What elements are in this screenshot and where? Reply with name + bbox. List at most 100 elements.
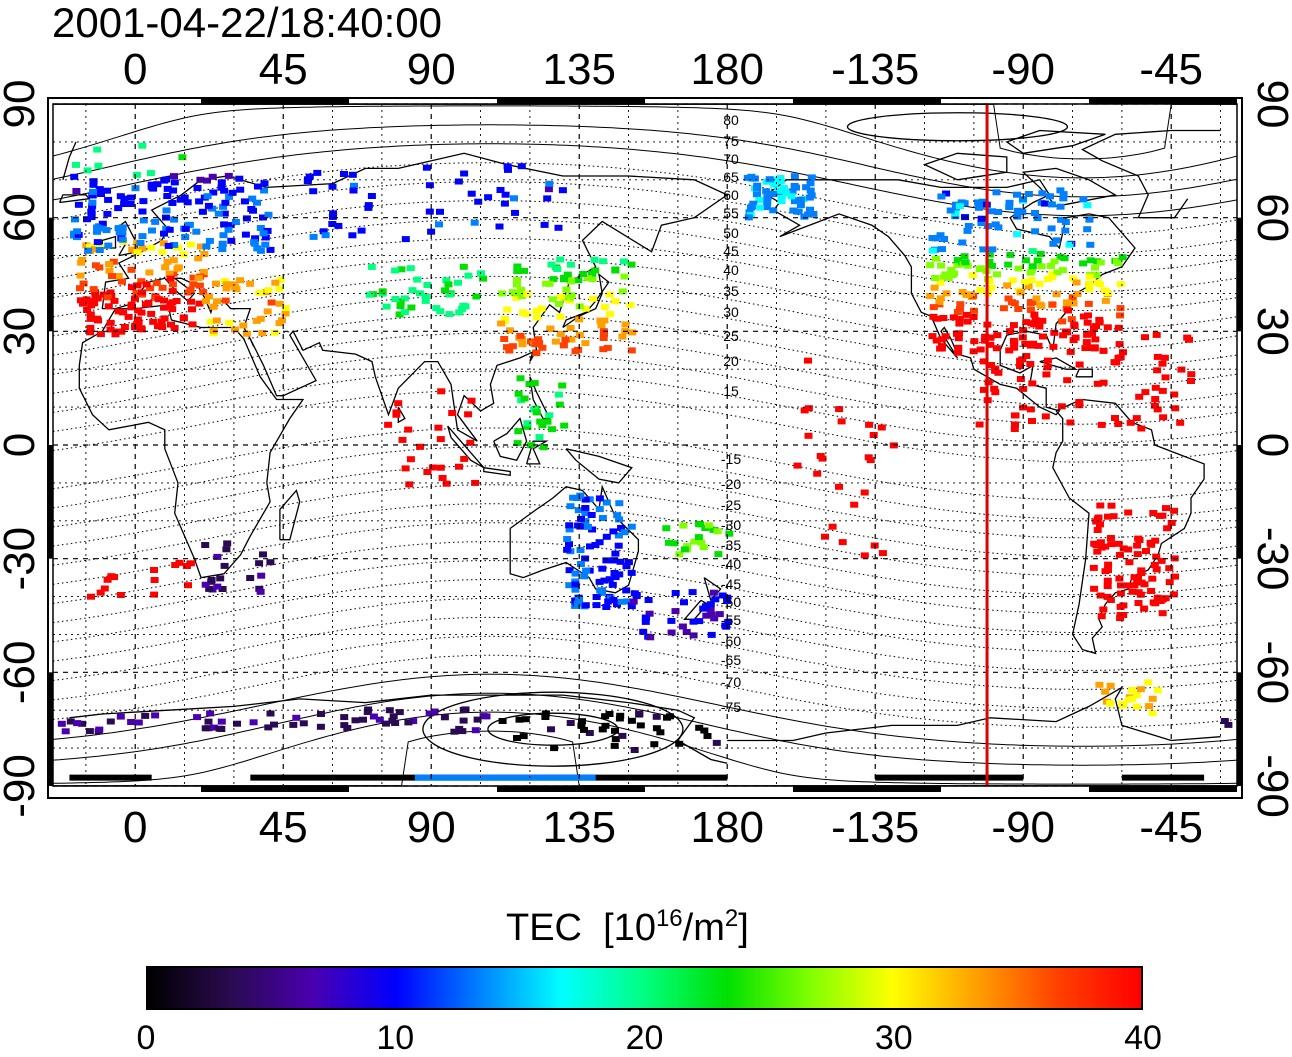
tec-cell bbox=[577, 722, 586, 729]
tec-cell bbox=[1049, 343, 1058, 350]
tec-cell bbox=[1133, 551, 1142, 558]
tec-cell bbox=[747, 204, 755, 211]
tec-cell bbox=[1064, 307, 1073, 314]
tec-cell bbox=[592, 594, 601, 600]
tec-cell bbox=[555, 401, 564, 408]
tec-cell bbox=[838, 539, 847, 546]
tec-cell bbox=[212, 280, 220, 287]
tec-cell bbox=[1084, 300, 1093, 307]
tec-cell bbox=[100, 585, 109, 592]
tec-cell bbox=[942, 290, 951, 297]
tec-cell bbox=[1127, 687, 1136, 693]
tec-cell bbox=[931, 275, 940, 281]
tec-cell bbox=[1124, 509, 1133, 516]
tec-cell bbox=[255, 560, 264, 567]
frame-band-top bbox=[793, 98, 941, 104]
tec-cell bbox=[413, 276, 422, 283]
tec-cell bbox=[222, 281, 231, 288]
tec-cell bbox=[423, 469, 432, 475]
tec-cell bbox=[1104, 513, 1112, 520]
tec-cell bbox=[556, 313, 565, 320]
tec-cell bbox=[763, 194, 772, 201]
tec-cell bbox=[1044, 276, 1052, 282]
tec-cell bbox=[1152, 553, 1161, 560]
tec-cell bbox=[979, 246, 988, 253]
tec-cell bbox=[1090, 324, 1098, 331]
tec-cell bbox=[1036, 301, 1045, 308]
tec-cell bbox=[558, 382, 567, 389]
tec-cell bbox=[95, 726, 104, 733]
tec-cell bbox=[178, 154, 187, 161]
tec-cell bbox=[1021, 279, 1029, 286]
tec-cell bbox=[869, 432, 878, 438]
tec-cell bbox=[240, 198, 249, 205]
tec-cell bbox=[93, 228, 101, 235]
tec-cell bbox=[821, 533, 829, 540]
tec-cell bbox=[939, 315, 948, 321]
tec-cell bbox=[83, 216, 91, 223]
tec-cell bbox=[1158, 387, 1167, 394]
tec-cell bbox=[513, 440, 522, 447]
tec-cell bbox=[1004, 261, 1013, 268]
tec-cell bbox=[512, 294, 521, 301]
tec-cell bbox=[1101, 688, 1110, 695]
tec-cell bbox=[616, 558, 625, 565]
tec-cell bbox=[938, 336, 947, 343]
tec-cell bbox=[993, 332, 1002, 339]
tec-cell bbox=[960, 253, 969, 260]
coastline-arabia-red-sea bbox=[249, 338, 255, 347]
tec-cell bbox=[396, 303, 405, 310]
tec-cell bbox=[1103, 577, 1112, 584]
tec-cell bbox=[217, 718, 226, 725]
tec-cell bbox=[375, 716, 384, 723]
tec-cell bbox=[523, 291, 532, 297]
tec-cell bbox=[256, 588, 265, 595]
tec-cell bbox=[1141, 389, 1150, 396]
tec-polar-band bbox=[69, 774, 152, 781]
tec-cell bbox=[545, 412, 554, 419]
tec-cell bbox=[201, 542, 210, 548]
tec-cell bbox=[436, 208, 444, 215]
tec-cell bbox=[1027, 320, 1036, 327]
tec-cell bbox=[565, 522, 574, 529]
tec-cell bbox=[187, 298, 195, 305]
tec-cell bbox=[554, 301, 563, 307]
tec-cell bbox=[73, 228, 82, 235]
contour-label: 25 bbox=[723, 328, 739, 344]
tec-cell bbox=[147, 181, 156, 188]
tec-cell bbox=[464, 272, 473, 279]
tec-cell bbox=[76, 272, 85, 279]
tec-cell bbox=[334, 222, 343, 229]
tec-cell bbox=[543, 195, 552, 202]
tec-cell bbox=[762, 188, 771, 195]
tec-cell bbox=[518, 341, 527, 348]
tec-cell bbox=[1013, 231, 1022, 238]
tec-cell bbox=[309, 188, 318, 195]
contour-label: -15 bbox=[721, 451, 741, 467]
tec-cell bbox=[518, 309, 527, 316]
tec-cell bbox=[700, 727, 709, 734]
tec-cell bbox=[220, 210, 229, 217]
tec-cell bbox=[57, 720, 66, 727]
tec-cell bbox=[348, 171, 357, 178]
tec-cell bbox=[183, 222, 192, 229]
tec-cell bbox=[591, 542, 600, 548]
tec-cell bbox=[364, 204, 373, 211]
tec-cell bbox=[1016, 363, 1024, 370]
contour-label: -55 bbox=[721, 612, 741, 628]
tec-cell bbox=[706, 601, 715, 608]
tec-cell bbox=[793, 462, 802, 469]
tec-cell bbox=[1079, 260, 1088, 267]
tec-cell bbox=[1114, 421, 1123, 427]
tec-cell bbox=[1072, 279, 1081, 286]
tec-cell bbox=[569, 494, 578, 501]
tec-cell bbox=[1153, 406, 1162, 413]
tec-cell bbox=[118, 224, 127, 231]
tec-cell bbox=[216, 575, 225, 582]
tec-cell bbox=[97, 191, 105, 197]
tec-cell bbox=[977, 215, 986, 222]
tec-cell bbox=[309, 233, 318, 240]
tec-cell bbox=[1106, 700, 1115, 707]
tec-cell bbox=[566, 277, 575, 284]
map-frame bbox=[47, 97, 1243, 799]
